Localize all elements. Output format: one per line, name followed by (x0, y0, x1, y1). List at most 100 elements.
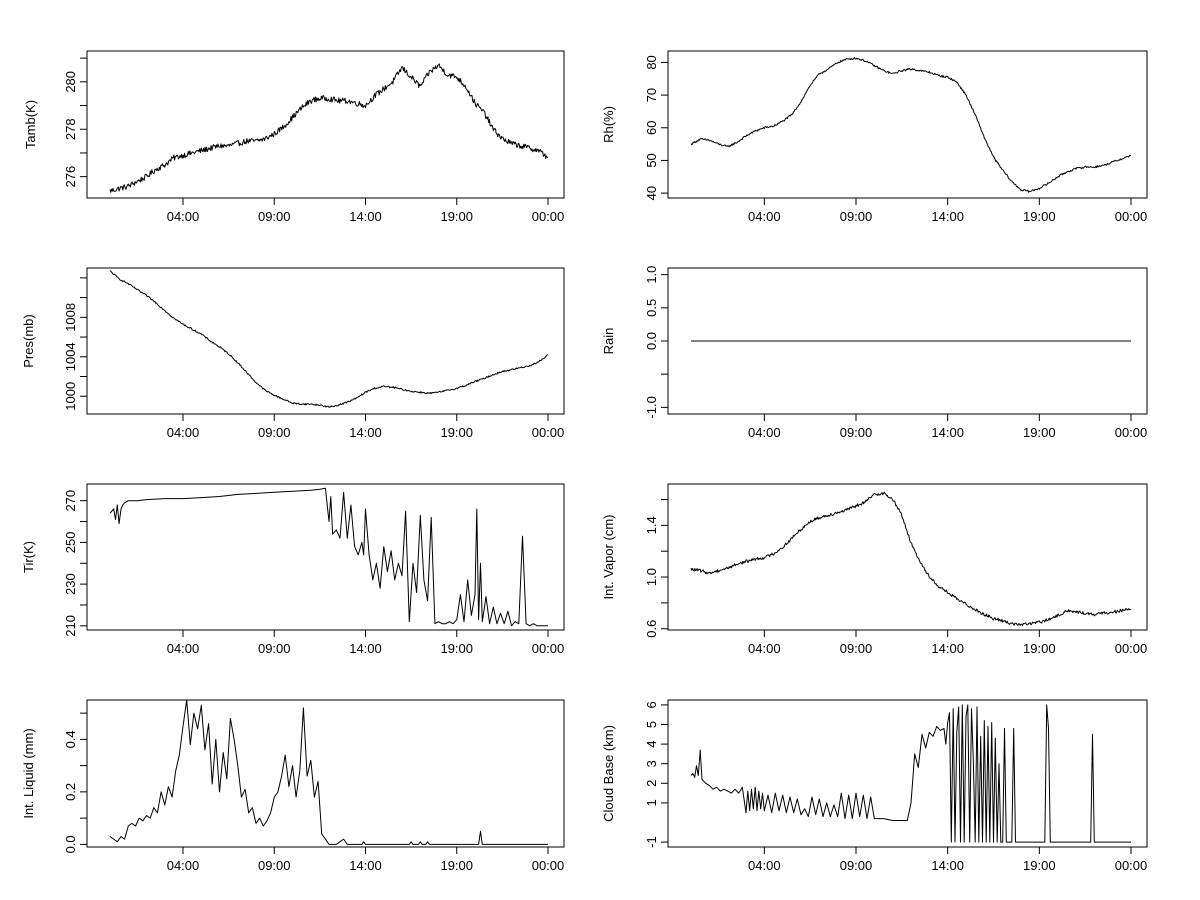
x-tick-label: 04:00 (167, 209, 200, 224)
y-tick-label: 4 (644, 740, 659, 747)
x-tick-label: 14:00 (349, 209, 382, 224)
panel-cloud-base: Cloud Base (km) 04:00 09:00 14:00 19:00 00:0… (601, 699, 1148, 873)
ylabel: Cloud Base (km) (601, 725, 616, 822)
plot-frame (86, 50, 565, 199)
x-tick-label: 14:00 (349, 858, 382, 873)
y-tick-label: 0.6 (644, 620, 659, 638)
y-tick-label: 0.0 (644, 332, 659, 350)
x-tick-label: 00:00 (1115, 209, 1148, 224)
y-tick-label: 6 (644, 701, 659, 708)
x-tick-label: 09:00 (840, 641, 873, 656)
y-tick-label: 0.0 (63, 835, 78, 853)
x-tick-label: 09:00 (258, 209, 291, 224)
x-tick-label: 09:00 (258, 425, 291, 440)
x-tick-label: 19:00 (1023, 641, 1056, 656)
x-tick-label: 00:00 (532, 858, 565, 873)
panel-tir: Tir(K) 04:00 09:00 14:00 19:00 00:00 210 230 25… (21, 483, 565, 656)
panel-rh: Rh(%) 04:00 09:00 14:00 19:00 00:00 40 50 60 70 8… (601, 50, 1148, 224)
panel-rain: Rain 04:00 09:00 14:00 19:00 00:00 -1.0 0.0 0.5… (601, 266, 1148, 440)
ylabel: Pres(mb) (21, 314, 36, 367)
y-tick-label: 1008 (63, 303, 78, 332)
x-tick-label: 09:00 (840, 209, 873, 224)
y-tick-label: 1004 (63, 342, 78, 371)
x-tick-label: 04:00 (748, 641, 781, 656)
y-tick-label: 0.5 (644, 299, 659, 317)
series-line (109, 487, 548, 627)
panel-pres: Pres(mb) 04:00 09:00 14:00 19:00 00:00 1000 10… (21, 267, 565, 440)
x-tick-label: 09:00 (840, 858, 873, 873)
x-tick-label: 00:00 (1115, 425, 1148, 440)
y-tick-label: 1.4 (644, 516, 659, 534)
x-tick-label: 00:00 (1115, 858, 1148, 873)
y-tick-label: 1000 (63, 382, 78, 411)
x-tick-label: 09:00 (258, 641, 291, 656)
series-line (690, 491, 1132, 627)
y-tick-label: 1.0 (644, 266, 659, 284)
plot-frame (667, 699, 1148, 848)
y-tick-label: -1 (644, 836, 659, 848)
x-tick-label: 14:00 (931, 209, 964, 224)
panel-tamb: Tamb(K) 04:00 09:00 14:00 19:00 00:00 276 278 2… (23, 50, 565, 224)
ylabel: Tamb(K) (23, 100, 38, 149)
series-line (109, 63, 549, 193)
x-tick-label: 04:00 (167, 641, 200, 656)
x-tick-label: 09:00 (258, 858, 291, 873)
y-tick-label: 278 (63, 118, 78, 140)
ylabel: Int. Liquid (mm) (21, 728, 36, 818)
y-tick-label: 276 (63, 166, 78, 188)
panel-int-liquid: Int. Liquid (mm) 04:00 09:00 14:00 19:00 00:… (21, 699, 565, 873)
y-tick-label: 280 (63, 71, 78, 93)
x-tick-label: 19:00 (1023, 425, 1056, 440)
x-tick-label: 19:00 (440, 858, 473, 873)
y-tick-label: 0.2 (63, 783, 78, 801)
plot-frame (86, 267, 565, 415)
x-tick-label: 04:00 (167, 425, 200, 440)
x-tick-label: 19:00 (1023, 858, 1056, 873)
series-line (109, 270, 549, 408)
x-tick-label: 04:00 (748, 425, 781, 440)
y-tick-label: -1.0 (644, 396, 659, 418)
y-tick-label: 70 (644, 88, 659, 102)
ylabel: Rain (601, 328, 616, 355)
y-tick-label: 250 (63, 532, 78, 554)
x-tick-label: 00:00 (532, 209, 565, 224)
ylabel: Tir(K) (21, 541, 36, 573)
y-tick-label: 80 (644, 55, 659, 69)
plot-frame (86, 699, 565, 848)
x-tick-label: 04:00 (748, 209, 781, 224)
x-tick-label: 19:00 (440, 425, 473, 440)
y-tick-label: 40 (644, 186, 659, 200)
x-tick-label: 14:00 (931, 641, 964, 656)
x-tick-label: 19:00 (440, 641, 473, 656)
y-tick-label: 5 (644, 721, 659, 728)
x-tick-label: 14:00 (349, 425, 382, 440)
x-tick-label: 00:00 (532, 425, 565, 440)
y-tick-label: 230 (63, 573, 78, 595)
plot-frame (667, 50, 1148, 199)
series-line (109, 699, 548, 845)
x-tick-label: 14:00 (931, 858, 964, 873)
y-tick-label: 270 (63, 490, 78, 512)
series-line (690, 57, 1131, 193)
ylabel: Rh(%) (601, 106, 616, 143)
y-tick-label: 2 (644, 780, 659, 787)
x-tick-label: 09:00 (840, 425, 873, 440)
y-tick-label: 1 (644, 799, 659, 806)
x-tick-label: 19:00 (440, 209, 473, 224)
x-tick-label: 19:00 (1023, 209, 1056, 224)
x-tick-label: 00:00 (532, 641, 565, 656)
y-tick-label: 210 (63, 615, 78, 637)
y-tick-label: 0.4 (63, 730, 78, 748)
y-tick-label: 1.0 (644, 568, 659, 586)
plot-frame (86, 483, 565, 631)
x-tick-label: 04:00 (167, 858, 200, 873)
x-tick-label: 04:00 (748, 858, 781, 873)
series-line (690, 704, 1131, 843)
y-tick-label: 50 (644, 153, 659, 167)
y-tick-label: 3 (644, 760, 659, 767)
ylabel: Int. Vapor (cm) (601, 514, 616, 599)
x-tick-label: 14:00 (931, 425, 964, 440)
panel-int-vapor: Int. Vapor (cm) 04:00 09:00 14:00 19:00 00:0… (601, 483, 1148, 656)
plot-frame (667, 483, 1148, 631)
